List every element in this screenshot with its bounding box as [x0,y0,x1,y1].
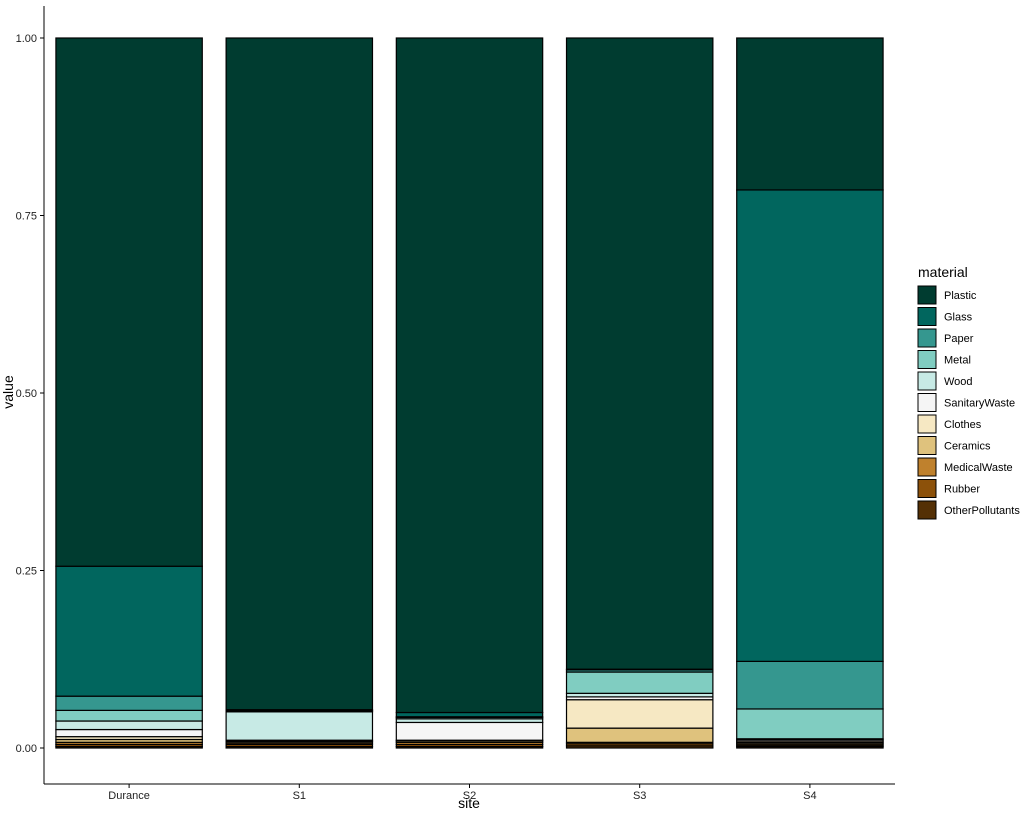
x-tick-label: Durance [108,790,150,802]
x-ticks-layer: Durance S1 S2 S3 S4 [108,784,817,802]
legend-label-glass: Glass [944,312,973,324]
x-tick-label: S4 [803,790,816,802]
legend-swatch-metal [917,350,937,369]
bar-segment-s2-plastic [395,37,544,714]
x-tick-label: S1 [293,790,306,802]
bar-segment-s1-wood [225,711,374,741]
bar-segment-s4-metal [736,708,884,740]
legend-swatch-plastic [917,285,937,305]
legend-label-metal: Metal [944,355,971,367]
legend-label-clothes: Clothes [944,419,982,431]
x-axis-title: site [458,795,480,811]
legend-label-sanitarywaste: SanitaryWaste [944,398,1015,410]
y-tick-label: 0.75 [16,211,37,223]
bar-segment-durance-metal [55,709,203,722]
bars-layer [55,37,884,749]
bar-segment-durance-paper [55,695,203,711]
legend-swatch-medicalwaste [917,457,937,477]
legend-swatch-paper [917,328,937,348]
bar-segment-durance-glass [55,565,203,697]
legend-items: Plastic Glass Paper Metal Wood SanitaryWaste C… [917,285,1020,520]
legend-label-plastic: Plastic [944,290,977,302]
legend-label-paper: Paper [944,333,974,345]
y-tick-label: 1.00 [16,33,37,45]
legend-swatch-otherpollutants [917,500,937,520]
legend-label-otherpollutants: OtherPollutants [944,505,1020,517]
y-tick-label: 0.25 [16,566,37,578]
bar-segment-s4-paper [736,660,884,710]
legend-label-wood: Wood [944,376,973,388]
bar-segment-s4-plastic [736,37,884,191]
legend-label-ceramics: Ceramics [944,441,991,453]
bar-segment-s4-glass [736,189,884,662]
y-axis-title: value [0,375,16,409]
y-ticks-layer: 0.00 0.25 0.50 0.75 1.00 [16,33,44,755]
bar-segment-s3-metal [565,671,714,694]
y-tick-label: 0.50 [16,388,37,400]
legend-swatch-sanitarywaste [917,393,937,412]
legend-swatch-clothes [917,414,937,434]
bar-segment-durance-wood [55,720,203,731]
bar-segment-durance-plastic [55,37,203,567]
bar-segment-durance-sanitarywaste [55,728,203,738]
x-tick-label: S3 [633,790,646,802]
bar-segment-s3-plastic [565,37,714,670]
bar-segment-s2-sanitarywaste [395,721,544,741]
bar-segment-s3-clothes [565,699,714,729]
legend-title: material [918,264,968,280]
y-tick-label: 0.00 [16,743,37,755]
legend-swatch-wood [917,371,937,391]
bar-segment-s2-glass [395,711,544,718]
legend-swatch-ceramics [917,436,937,455]
legend-swatch-glass [917,307,937,326]
bar-segment-s3-ceramics [565,727,714,743]
legend: material Plastic Glass Paper Metal Wood Sanit… [917,264,1020,520]
bar-segment-s1-plastic [225,37,374,711]
legend-label-medicalwaste: MedicalWaste [944,462,1013,474]
legend-label-rubber: Rubber [944,484,980,496]
legend-swatch-rubber [917,479,937,498]
x-tick-label: S2 [463,790,476,802]
